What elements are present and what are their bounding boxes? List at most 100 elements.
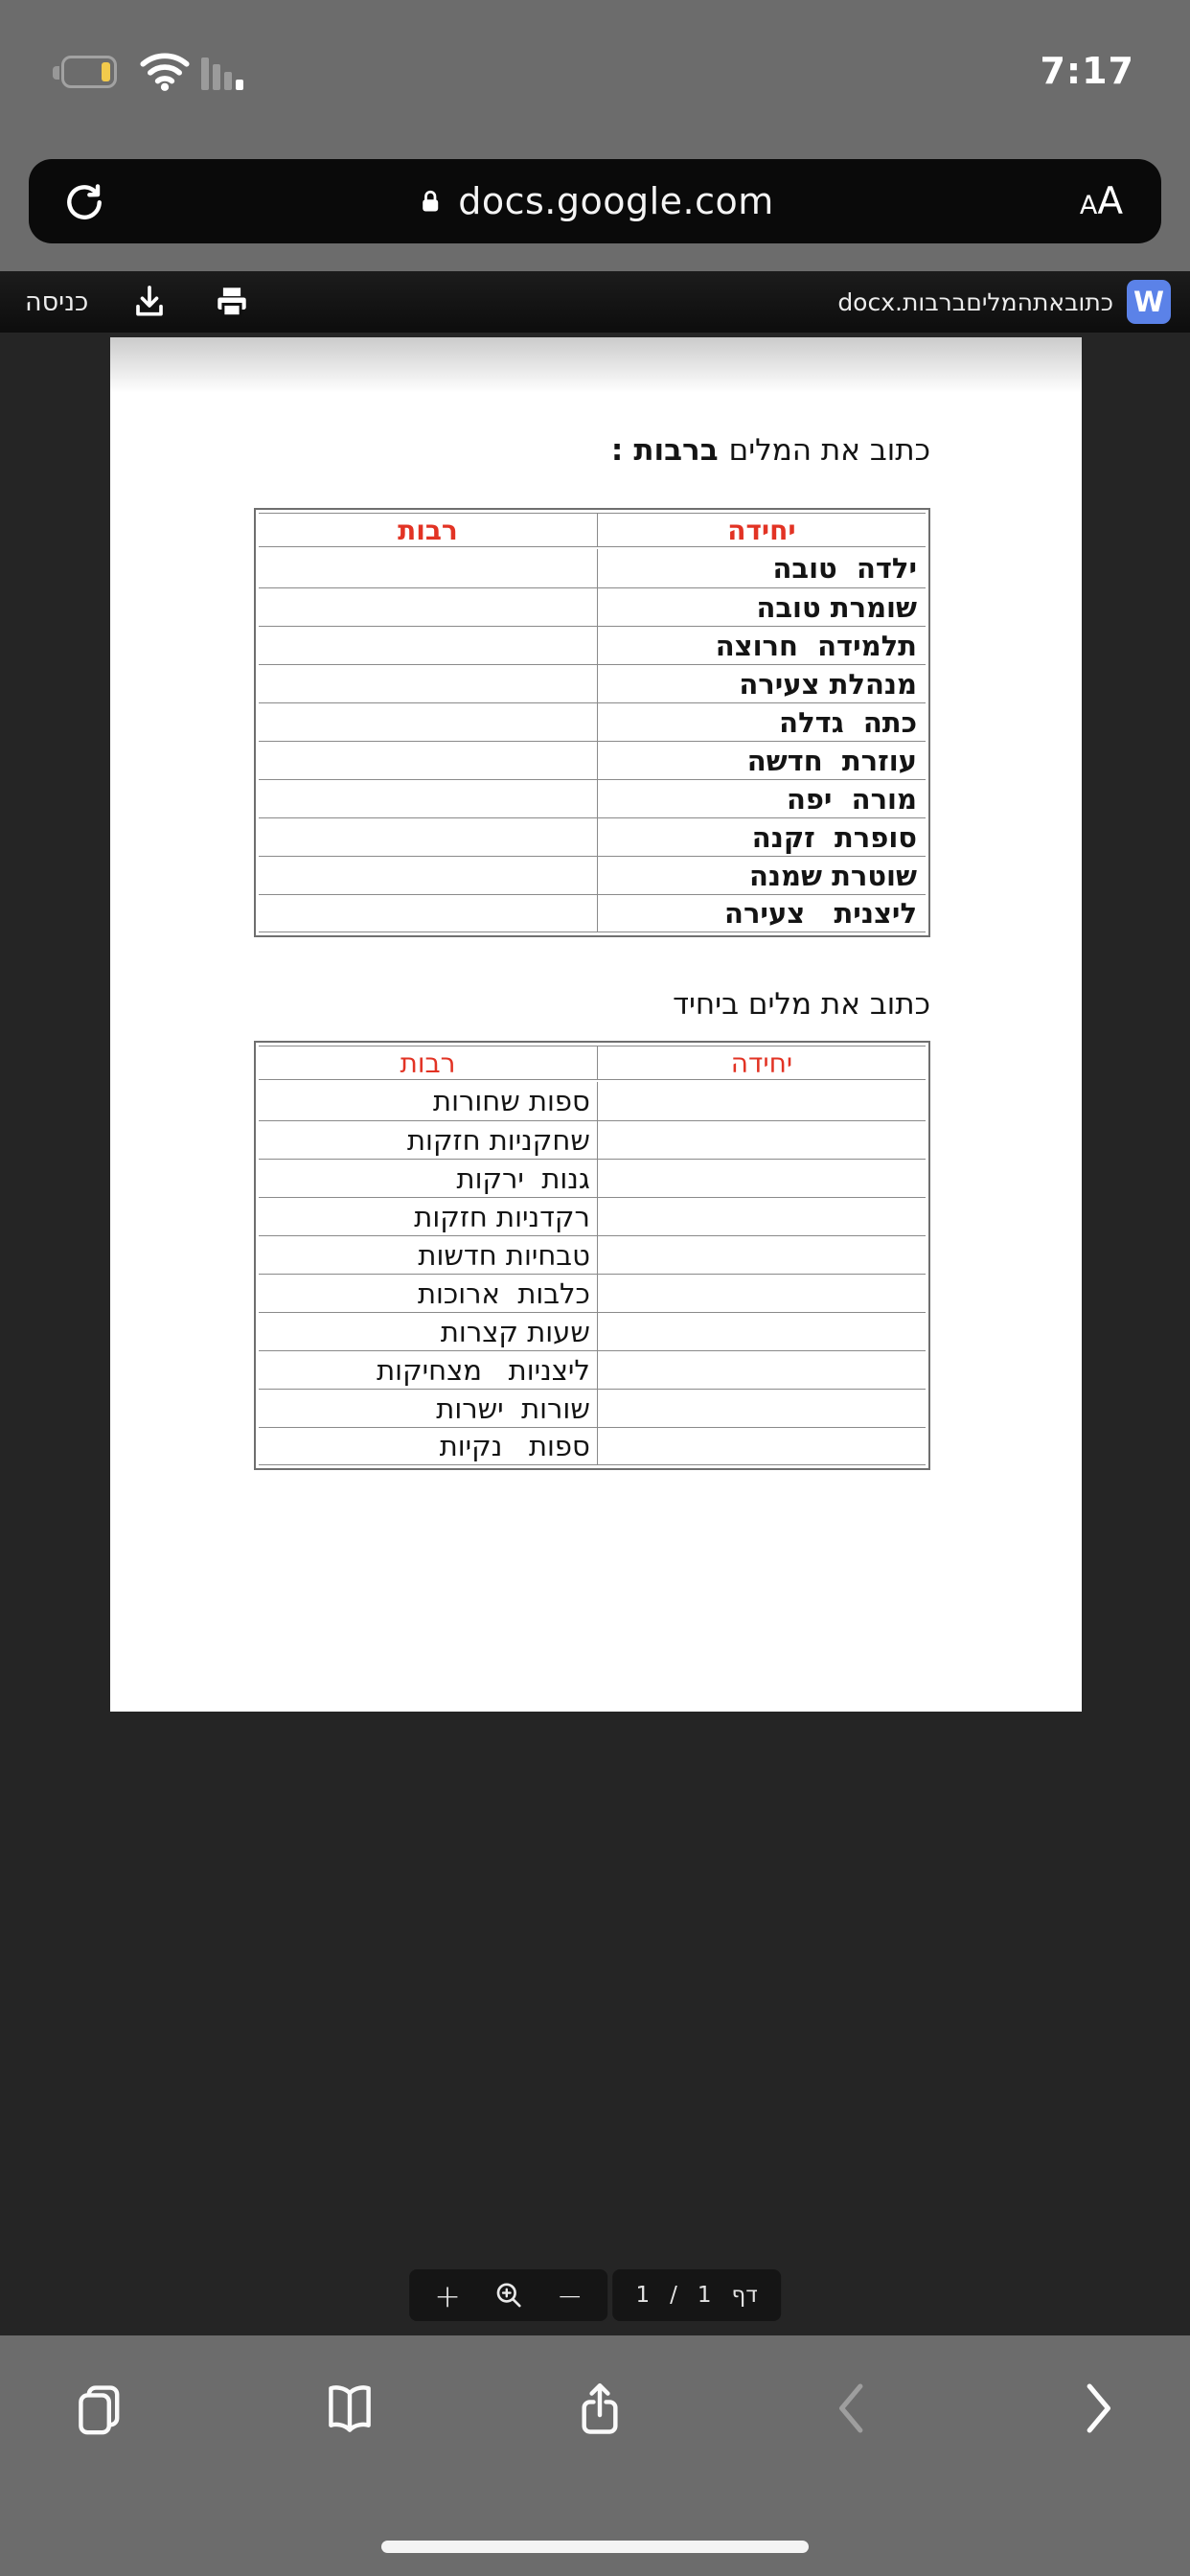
safari-bottom-toolbar: [0, 2335, 1190, 2576]
plural-cell: טבחיות חדשות: [418, 1238, 590, 1272]
table-header-row: יחידה רבות: [259, 513, 926, 547]
plural-cell: [259, 665, 597, 702]
battery-icon: [53, 56, 120, 90]
zoom-controls: + −: [409, 2269, 608, 2321]
wifi-icon: [140, 53, 190, 91]
plural-cell: [259, 742, 597, 779]
page-separator: /: [670, 2283, 677, 2308]
plural-exercise-table: יחידה רבות ילדה טובה שומרת טובה: [254, 508, 930, 937]
page-content: כתוב את המלים ברבות : יחידה רבות ילדה טו…: [110, 337, 1082, 1470]
table-row: שעות קצרות: [259, 1312, 926, 1350]
document-page: כתוב את המלים ברבות : יחידה רבות ילדה טו…: [110, 337, 1082, 1712]
document-viewer[interactable]: כתוב את המלים ברבות : יחידה רבות ילדה טו…: [0, 333, 1190, 2335]
table-row: רקדניות חזקות: [259, 1197, 926, 1235]
back-button[interactable]: [822, 2378, 878, 2439]
text-size-small-a: A: [1079, 190, 1098, 220]
table-row: ילדה טובה: [259, 549, 926, 587]
download-button[interactable]: [128, 281, 171, 323]
bookmarks-button[interactable]: [322, 2378, 378, 2439]
unit-cell: סופרת זקנה: [596, 818, 926, 856]
plural-cell: שעות קצרות: [440, 1315, 590, 1348]
unit-cell: תלמידה חרוצה: [596, 627, 926, 664]
battery-cap: [53, 66, 59, 80]
share-icon: [582, 2382, 618, 2434]
url-display[interactable]: docs.google.com: [416, 180, 774, 222]
magnifier-plus-icon[interactable]: [493, 2280, 524, 2311]
forward-button[interactable]: [1072, 2378, 1128, 2439]
table-row: ספות שחורות: [259, 1082, 926, 1120]
table-row: ליצנית צעירה: [259, 894, 926, 932]
unit-cell: שוטרת שמנה: [596, 857, 926, 894]
forward-chevron-icon: [1087, 2383, 1110, 2433]
plural-cell: [259, 895, 597, 932]
page-controls: + − 1 / 1 דף: [409, 2269, 781, 2321]
table-row: טבחיות חדשות: [259, 1235, 926, 1274]
text-size-big-a: A: [1097, 179, 1123, 223]
page-indicator: 1 / 1 דף: [612, 2269, 781, 2321]
table-row: ספות נקיות: [259, 1427, 926, 1465]
doc-viewer-toolbar: כניסה כתובאתהמליםברבות.docx W: [0, 271, 1190, 333]
table-row: שומרת טובה: [259, 587, 926, 626]
book-icon: [329, 2385, 371, 2432]
table-row: עוזרת חדשה: [259, 741, 926, 779]
table-row: כתה גדלה: [259, 702, 926, 741]
section-singular-title: כתוב את מלים ביחיד: [673, 987, 930, 1022]
unit-cell: [596, 1121, 926, 1159]
total-pages: 1: [697, 2283, 712, 2308]
section-plural-title: כתוב את המלים ברבות :: [254, 337, 930, 468]
unit-cell: עוזרת חדשה: [596, 742, 926, 779]
table-row: גנות ירקות: [259, 1159, 926, 1197]
tabs-button[interactable]: [72, 2378, 127, 2439]
title-bold: ברבות: [633, 433, 719, 468]
unit-cell: כתה גדלה: [596, 703, 926, 741]
print-icon: [217, 288, 246, 318]
zoom-in-button[interactable]: +: [434, 2276, 461, 2314]
print-button[interactable]: [211, 281, 253, 323]
header-unit-cell: יחידה: [596, 1046, 926, 1079]
unit-cell: [596, 1390, 926, 1427]
singular-exercise-table: יחידה רבות ספות שחורות שחקניות חזקות: [254, 1041, 930, 1470]
lock-icon: [423, 190, 439, 212]
plural-cell: [259, 549, 597, 587]
plural-cell: ספות שחורות: [433, 1085, 590, 1117]
unit-cell: [596, 1313, 926, 1350]
plural-cell: רקדניות חזקות: [414, 1200, 590, 1233]
current-page: 1: [635, 2283, 651, 2308]
table-row: כלבות ארוכות: [259, 1274, 926, 1312]
unit-cell: [596, 1428, 926, 1464]
plural-cell: [259, 703, 597, 741]
plural-cell: [259, 818, 597, 856]
home-indicator[interactable]: [381, 2541, 809, 2553]
tabs-icon: [79, 2385, 120, 2435]
unit-cell: [596, 1351, 926, 1389]
title-colon: :: [610, 433, 624, 468]
plural-cell: שחקניות חזקות: [407, 1123, 590, 1157]
title-prefix: כתוב את המלים: [728, 433, 930, 468]
status-time: 7:17: [1040, 50, 1134, 92]
table-row: שחקניות חזקות: [259, 1120, 926, 1159]
unit-cell: ילדה טובה: [596, 549, 926, 587]
signin-link[interactable]: כניסה: [25, 287, 89, 317]
plural-cell: ליצניות מצחיקות: [377, 1353, 590, 1387]
plural-cell: גנות ירקות: [456, 1162, 590, 1195]
table-row: סופרת זקנה: [259, 817, 926, 856]
header-plural-cell: רבות: [400, 1046, 456, 1079]
table-header-row: יחידה רבות: [259, 1046, 926, 1080]
plural-cell: כלבות ארוכות: [417, 1276, 590, 1310]
unit-cell: [596, 1082, 926, 1120]
doc-toolbar-actions: כניסה: [0, 281, 253, 323]
header-plural-cell: רבות: [398, 514, 458, 546]
header-unit-cell: יחידה: [596, 514, 926, 546]
unit-cell: [596, 1160, 926, 1197]
reload-button[interactable]: [61, 178, 107, 224]
share-button[interactable]: [572, 2378, 628, 2439]
unit-cell: שומרת טובה: [596, 588, 926, 626]
table-row: מנהלת צעירה: [259, 664, 926, 702]
unit-cell: מנהלת צעירה: [596, 665, 926, 702]
zoom-out-button[interactable]: −: [556, 2276, 584, 2314]
plural-cell: [259, 780, 597, 817]
page-label: דף: [731, 2283, 758, 2308]
